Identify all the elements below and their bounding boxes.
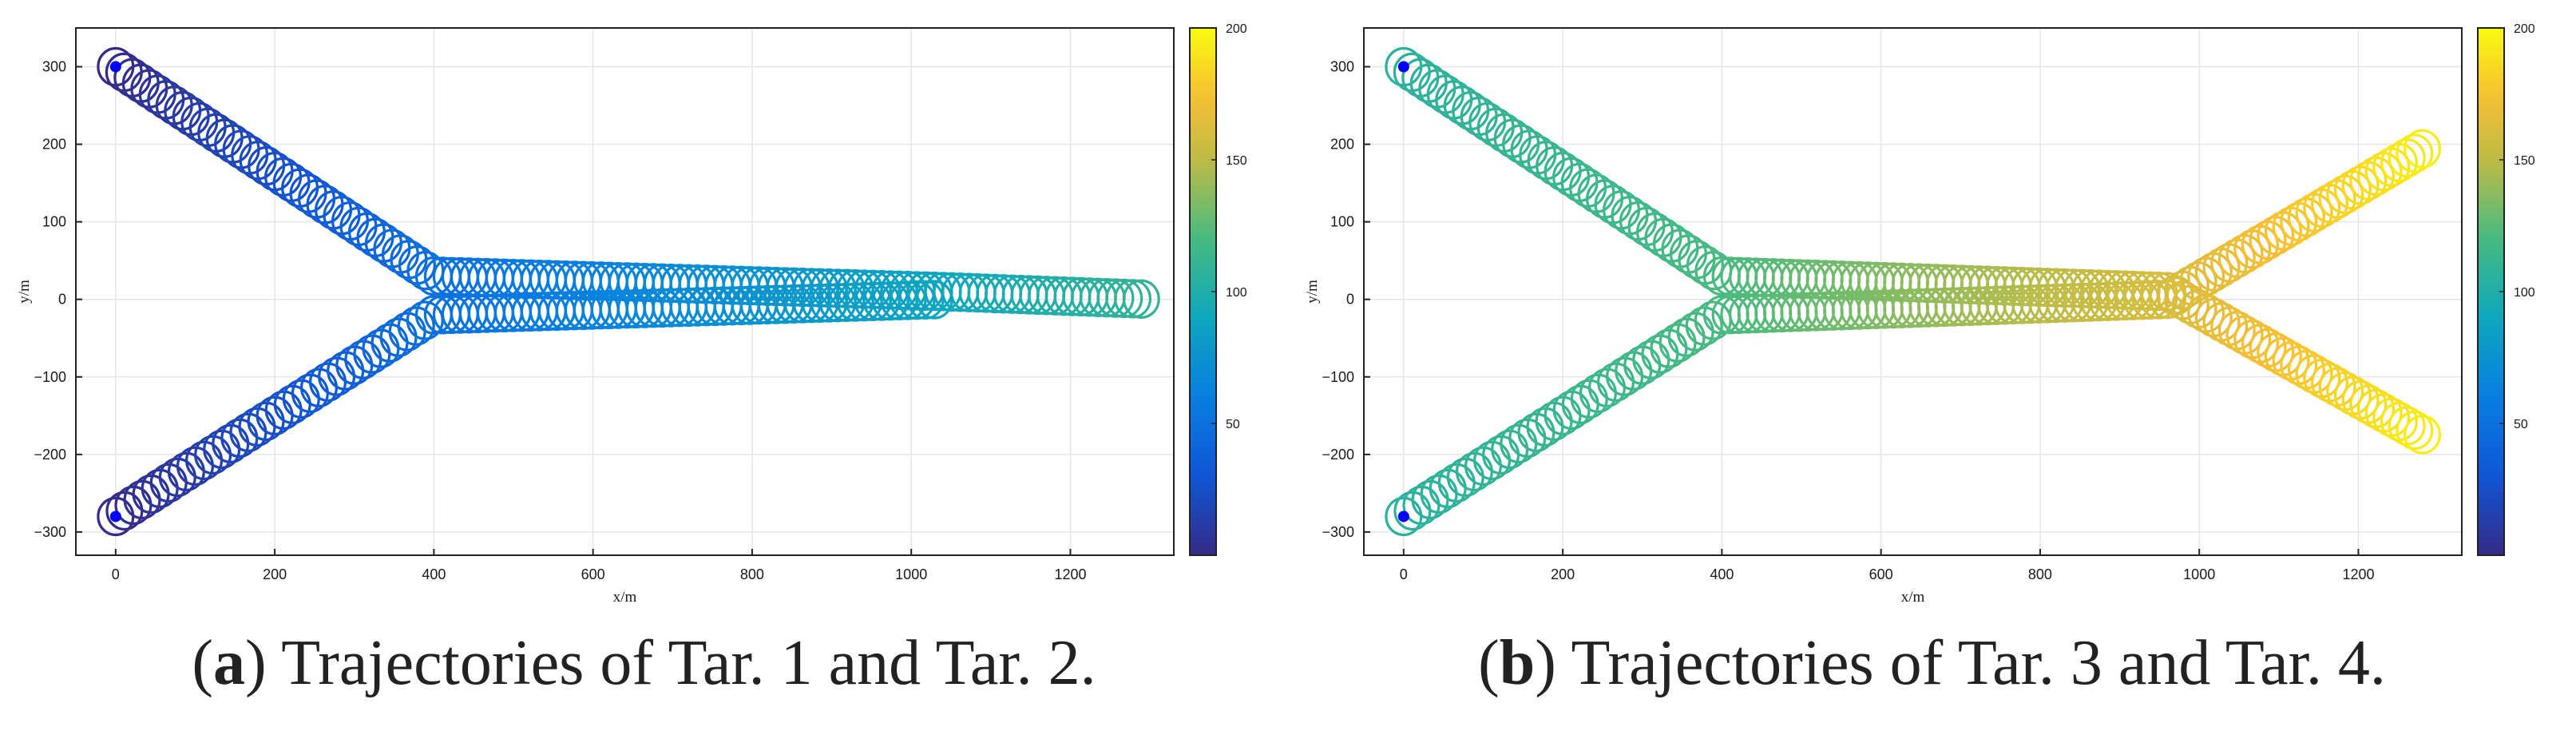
colorbar-tick-label: 100 — [1226, 286, 1247, 300]
colorbar-tick-label: 200 — [1226, 22, 1247, 36]
x-tick-label: 1200 — [2342, 566, 2374, 582]
y-tick-label: −300 — [34, 524, 66, 540]
panel-a: 0 200 400 600 800 1000 1200 −300 −200 −100 0 100 200… — [16, 22, 1247, 698]
loop-b-s0-seg2 — [2396, 410, 2434, 451]
start-marker-a-0 — [109, 61, 121, 73]
start-marker-b-0 — [1397, 61, 1409, 73]
loop-b-s0-seg2 — [2403, 415, 2441, 455]
x-tick-label: 0 — [1400, 566, 1408, 582]
x-tick-label: 800 — [2028, 566, 2052, 582]
loop-a-s0-seg2 — [1105, 278, 1143, 319]
x-tick-label: 1000 — [2183, 566, 2215, 582]
x-tick-label: 200 — [1551, 566, 1575, 582]
loop-a-s1-seg1 — [915, 280, 953, 320]
loop-a-s1-seg1 — [898, 280, 936, 320]
caption-a-letter: a — [212, 628, 245, 698]
caption-b-letter: b — [1499, 628, 1536, 698]
x-tick-label: 400 — [422, 566, 446, 582]
panel-b: 0 200 400 600 800 1000 1200 −300 −200 −100 0 100 200… — [1288, 0, 2576, 735]
y-tick-label: −100 — [1322, 369, 1354, 385]
x-tick-label: 200 — [263, 566, 287, 582]
axes-box-a — [75, 27, 1175, 556]
x-tick-label: 0 — [112, 566, 120, 582]
y-tick-label: −200 — [34, 447, 66, 463]
y-tick-label: 300 — [1330, 59, 1354, 75]
y-tick-label: −200 — [1322, 447, 1354, 463]
colorbar-tick-label: 200 — [2514, 22, 2535, 36]
x-tick-label: 1200 — [1054, 566, 1086, 582]
loop-a-s0-seg2 — [1122, 279, 1160, 319]
trajectories-b — [1385, 46, 2441, 537]
colorbar-tick-label: 50 — [2514, 418, 2528, 431]
x-axis-label-b: x/m — [1901, 589, 1925, 606]
y-tick-label: 0 — [58, 292, 66, 308]
trajectories-a — [97, 46, 1160, 537]
x-tick-label: 800 — [740, 566, 764, 582]
loop-a-s1-seg1 — [889, 280, 927, 320]
colorbar-tick-label: 150 — [1226, 154, 1247, 168]
loop-b-s1-seg1 — [2140, 280, 2178, 320]
y-tick-label: 100 — [1330, 214, 1354, 230]
loop-a-s0-seg2 — [1096, 278, 1135, 318]
loop-a-s1-seg1 — [906, 280, 945, 320]
loop-b-s1-seg2 — [2396, 133, 2434, 173]
caption-a: (a) Trajectories of Tar. 1 and Tar. 2. — [192, 628, 1096, 698]
chart-b: 0 200 400 600 800 1000 1200 −300 −200 −100 0 100 200… — [1304, 22, 2535, 606]
colorbar-tick-label: 150 — [2514, 154, 2535, 168]
start-marker-a-1 — [109, 511, 121, 522]
x-tick-label: 600 — [581, 566, 605, 582]
loop-a-s0-seg2 — [1114, 279, 1152, 319]
y-tick-label: 100 — [42, 214, 66, 230]
x-tick-label: 1000 — [895, 566, 927, 582]
x-tick-label: 600 — [1869, 566, 1893, 582]
loop-b-s1-seg2 — [2403, 129, 2441, 169]
loop-a-s1-seg0 — [397, 306, 435, 346]
y-tick-label: 200 — [42, 137, 66, 153]
start-marker-b-1 — [1397, 511, 1409, 522]
y-axis-label-b: y/m — [1304, 280, 1321, 304]
caption-b: (b) Trajectories of Tar. 3 and Tar. 4. — [1478, 628, 2386, 698]
x-tick-label: 400 — [1710, 566, 1734, 582]
colorbar-tick-label: 50 — [1226, 418, 1240, 431]
x-axis-label-a: x/m — [613, 589, 637, 606]
caption-b-text: Trajectories of Tar. 3 and Tar. 4. — [1571, 628, 2386, 698]
axes-box-b — [1363, 27, 2463, 556]
caption-a-text: Trajectories of Tar. 1 and Tar. 2. — [281, 628, 1096, 698]
y-tick-label: 300 — [42, 59, 66, 75]
y-tick-label: −100 — [34, 369, 66, 385]
chart-a: 0 200 400 600 800 1000 1200 −300 −200 −100 0 100 200… — [16, 22, 1247, 606]
colorbar-tick-label: 100 — [2514, 286, 2535, 300]
loop-b-s0-seg1 — [2140, 271, 2178, 312]
y-axis-label-a: y/m — [16, 280, 33, 304]
y-tick-label: 0 — [1346, 292, 1354, 308]
loop-b-s1-seg0 — [1685, 306, 1723, 346]
y-tick-label: 200 — [1330, 137, 1354, 153]
y-tick-label: −300 — [1322, 524, 1354, 540]
